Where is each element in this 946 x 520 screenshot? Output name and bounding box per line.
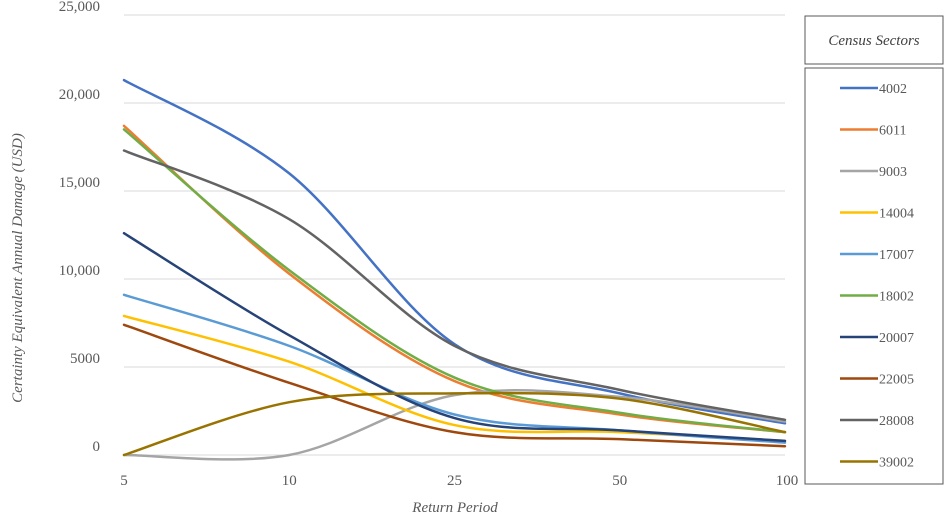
series-line-18002 <box>122 128 787 434</box>
x-tick-label: 5 <box>120 473 128 489</box>
series-lines <box>122 78 787 461</box>
legend-label-20007: 20007 <box>879 331 914 346</box>
legend-title: Census Sectors <box>828 33 919 49</box>
y-tick-label: 20,000 <box>59 87 100 103</box>
series-line-28008 <box>122 149 787 422</box>
y-tick-label: 10,000 <box>59 263 100 279</box>
legend-box <box>804 67 944 485</box>
legend-items: 4002 6011 9003 14004 17007 18002 20007 22005 280… <box>840 82 914 471</box>
y-tick-label: 0 <box>93 439 101 455</box>
y-tick-label: 15,000 <box>59 175 100 191</box>
y-tick-label: 5000 <box>70 351 100 367</box>
series-line-20007 <box>122 231 787 443</box>
y-tick-label: 25,000 <box>59 0 100 15</box>
legend-label-14004: 14004 <box>879 207 914 222</box>
series-line-22005 <box>122 323 787 448</box>
x-tick-label: 10 <box>282 473 297 489</box>
legend-label-4002: 4002 <box>879 82 907 97</box>
legend-label-28008: 28008 <box>879 414 914 429</box>
series-line-4002 <box>122 78 787 425</box>
legend-label-22005: 22005 <box>879 373 914 388</box>
x-tick-label: 25 <box>447 473 462 489</box>
x-axis-ticks: 5 10 25 50 100 <box>120 473 798 489</box>
legend-label-39002: 39002 <box>879 456 914 471</box>
series-line-9003 <box>122 389 787 461</box>
legend-label-17007: 17007 <box>879 248 914 263</box>
x-axis-title: Return Period <box>411 500 498 516</box>
y-axis-ticks: 0 5000 10,000 15,000 20,000 25,000 <box>59 0 100 455</box>
x-tick-label: 50 <box>612 473 627 489</box>
x-tick-label: 100 <box>776 473 799 489</box>
gridlines <box>124 14 785 368</box>
legend-label-9003: 9003 <box>879 165 907 180</box>
y-axis-title: Certainty Equivalent Annual Damage (USD) <box>10 133 26 403</box>
legend-label-18002: 18002 <box>879 290 914 305</box>
legend-title-box <box>804 15 944 65</box>
series-line-39002 <box>122 391 787 457</box>
legend-label-6011: 6011 <box>879 124 906 139</box>
